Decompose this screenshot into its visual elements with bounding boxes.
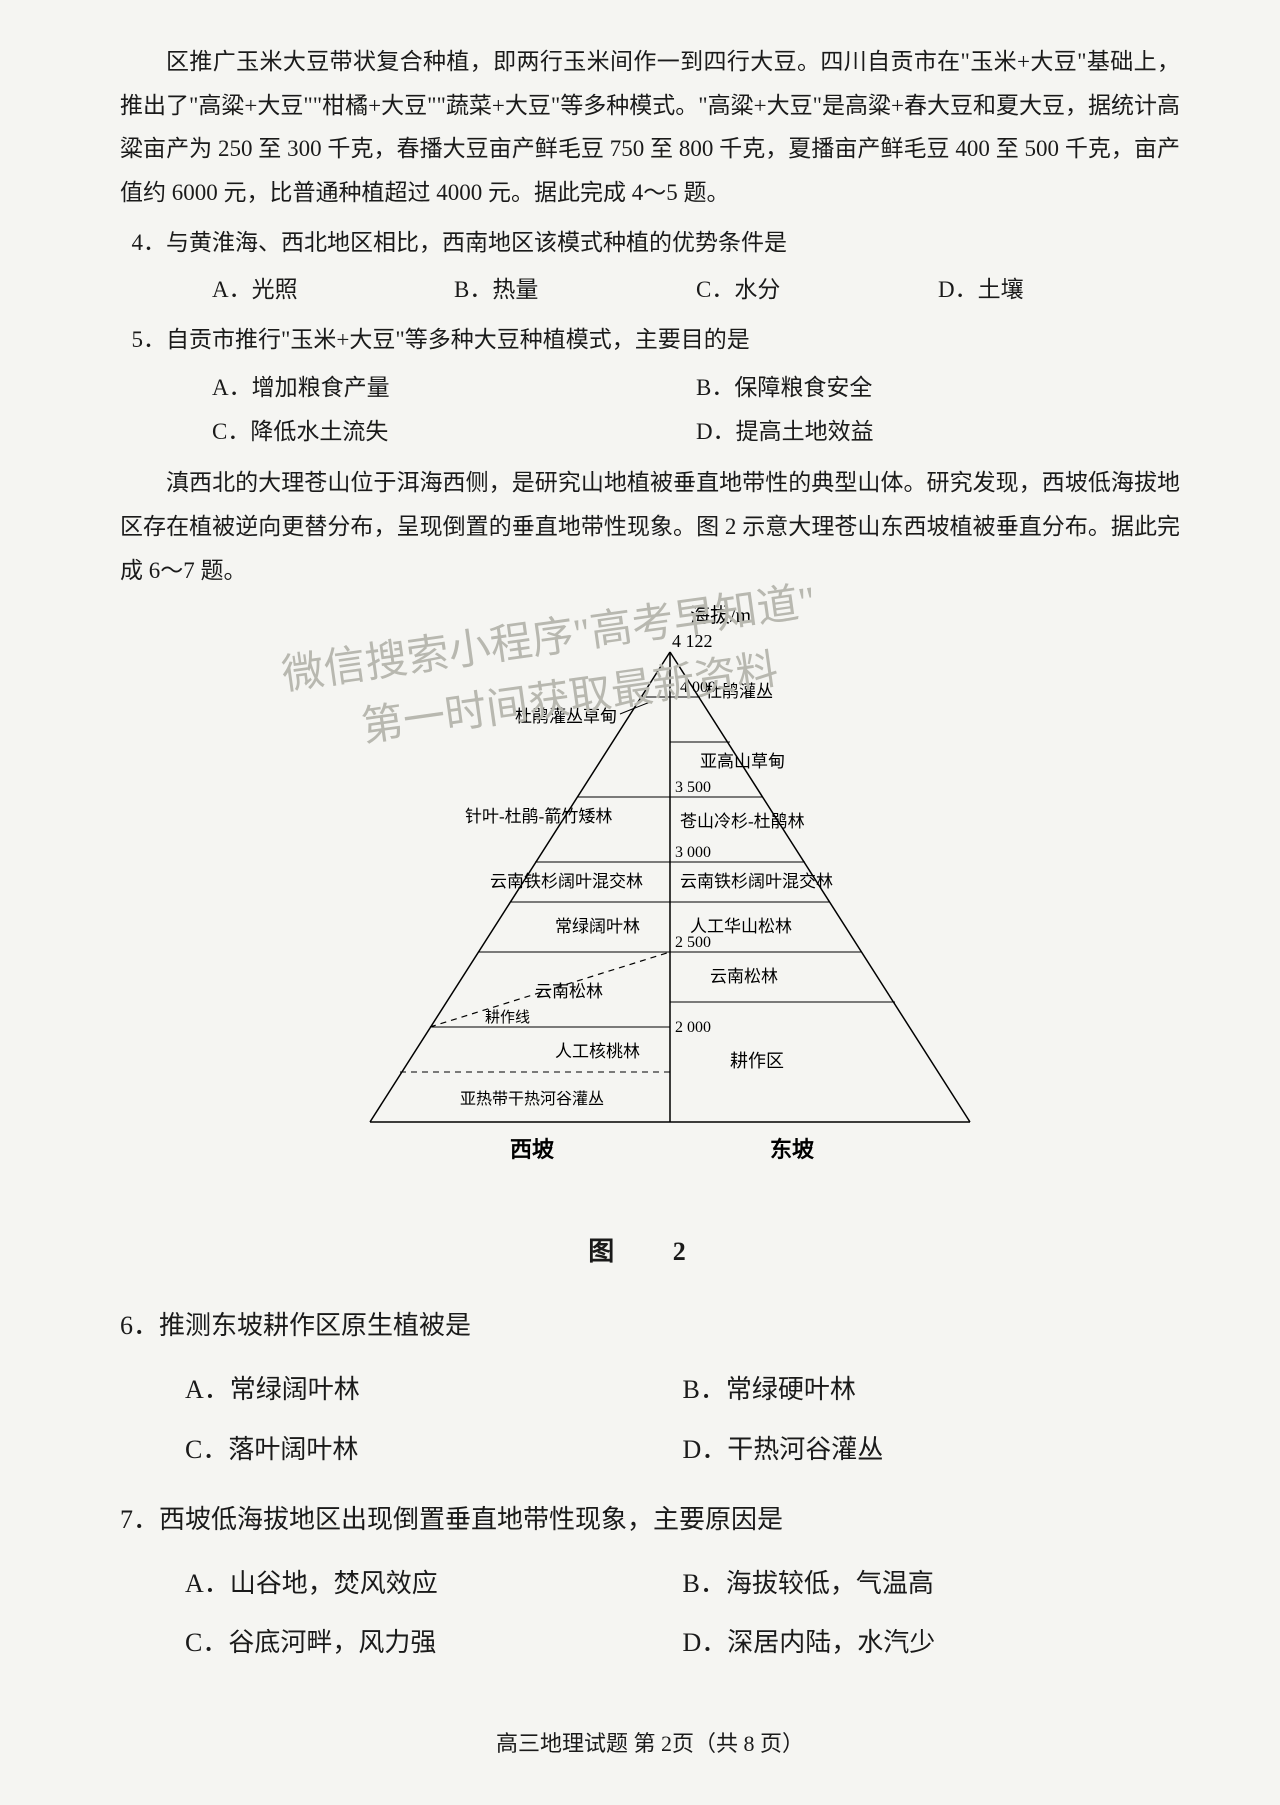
question-4: 4．与黄淮海、西北地区相比，西南地区该模式种植的优势条件是 A．光照 B．热量 … — [132, 221, 1181, 312]
q4-text: 4．与黄淮海、西北地区相比，西南地区该模式种植的优势条件是 — [132, 221, 1181, 265]
tick-2000: 2 000 — [675, 1019, 711, 1036]
q6-option-d: D．干热河谷灌丛 — [683, 1420, 1181, 1480]
east-zone-3: 云南铁杉阔叶混交林 — [680, 872, 833, 891]
q4-option-c: C．水分 — [696, 268, 938, 312]
west-zone-3: 常绿阔叶林 — [555, 917, 640, 936]
q4-option-a: A．光照 — [212, 268, 454, 312]
west-zone-5: 人工核桃林 — [555, 1042, 640, 1061]
q7-option-c: C．谷底河畔，风力强 — [185, 1613, 683, 1673]
east-zone-5: 云南松林 — [710, 967, 778, 986]
east-slope-label: 东坡 — [770, 1137, 814, 1162]
west-zone-6: 亚热带干热河谷灌丛 — [460, 1090, 604, 1108]
q5-option-c: C．降低水土流失 — [212, 410, 696, 454]
west-zone-0: 杜鹃灌丛草甸 — [515, 707, 617, 726]
question-5: 5．自贡市推行"玉米+大豆"等多种大豆种植模式，主要目的是 A．增加粮食产量 B… — [132, 318, 1181, 453]
mid-paragraph: 滇西北的大理苍山位于洱海西侧，是研究山地植被垂直地带性的典型山体。研究发现，西坡… — [120, 461, 1180, 592]
west-slope-label: 西坡 — [510, 1137, 554, 1162]
q5-text: 5．自贡市推行"玉米+大豆"等多种大豆种植模式，主要目的是 — [132, 318, 1181, 362]
q7-option-d: D．深居内陆，水汽少 — [683, 1613, 1181, 1673]
east-zone-4: 人工华山松林 — [690, 917, 792, 936]
west-zone-1: 针叶-杜鹃-箭竹矮林 — [465, 807, 612, 826]
mountain-svg: 海拔/m 4 122 4 000 3 500 — [310, 602, 990, 1182]
peak-value: 4 122 — [672, 631, 713, 651]
q4-option-d: D．土壤 — [938, 268, 1180, 312]
q5-option-a: A．增加粮食产量 — [212, 366, 696, 410]
q6-option-c: C．落叶阔叶林 — [185, 1420, 683, 1480]
figure-caption: 图 2 — [120, 1227, 1180, 1276]
east-zone-1: 亚高山草甸 — [700, 752, 785, 771]
q4-option-b: B．热量 — [454, 268, 696, 312]
q5-option-d: D．提高土地效益 — [696, 410, 1180, 454]
q5-option-b: B．保障粮食安全 — [696, 366, 1180, 410]
cultivation-line-label: 耕作线 — [485, 1008, 530, 1026]
q7-option-b: B．海拔较低，气温高 — [683, 1554, 1181, 1614]
east-zone-6: 耕作区 — [730, 1051, 784, 1071]
tick-3500: 3 500 — [675, 779, 711, 796]
east-zone-2: 苍山冷杉-杜鹃林 — [680, 812, 805, 831]
mountain-diagram: 海拔/m 4 122 4 000 3 500 — [120, 602, 1180, 1276]
west-zone-2: 云南铁杉阔叶混交林 — [490, 872, 643, 891]
q7-option-a: A．山谷地，焚风效应 — [185, 1554, 683, 1614]
q6-option-b: B．常绿硬叶林 — [683, 1360, 1181, 1420]
page-footer: 高三地理试题 第 2页（共 8 页） — [120, 1723, 1180, 1765]
intro-paragraph: 区推广玉米大豆带状复合种植，即两行玉米间作一到四行大豆。四川自贡市在"玉米+大豆… — [120, 40, 1180, 215]
q6-option-a: A．常绿阔叶林 — [185, 1360, 683, 1420]
tick-2500: 2 500 — [675, 934, 711, 951]
west-zone-4: 云南松林 — [535, 982, 603, 1001]
altitude-label: 海拔/m — [690, 604, 752, 627]
q7-text: 7．西坡低海拔地区出现倒置垂直地带性现象，主要原因是 — [120, 1490, 1180, 1550]
q6-text: 6．推测东坡耕作区原生植被是 — [120, 1296, 1180, 1356]
east-zone-0: 杜鹃灌丛 — [705, 682, 773, 701]
tick-3000: 3 000 — [675, 844, 711, 861]
